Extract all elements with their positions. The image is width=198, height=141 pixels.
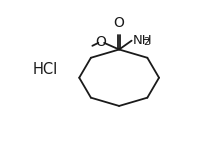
Text: O: O (114, 16, 125, 30)
Text: O: O (95, 35, 106, 49)
Text: 2: 2 (143, 37, 149, 47)
Text: NH: NH (133, 34, 152, 47)
Text: HCl: HCl (33, 61, 58, 77)
